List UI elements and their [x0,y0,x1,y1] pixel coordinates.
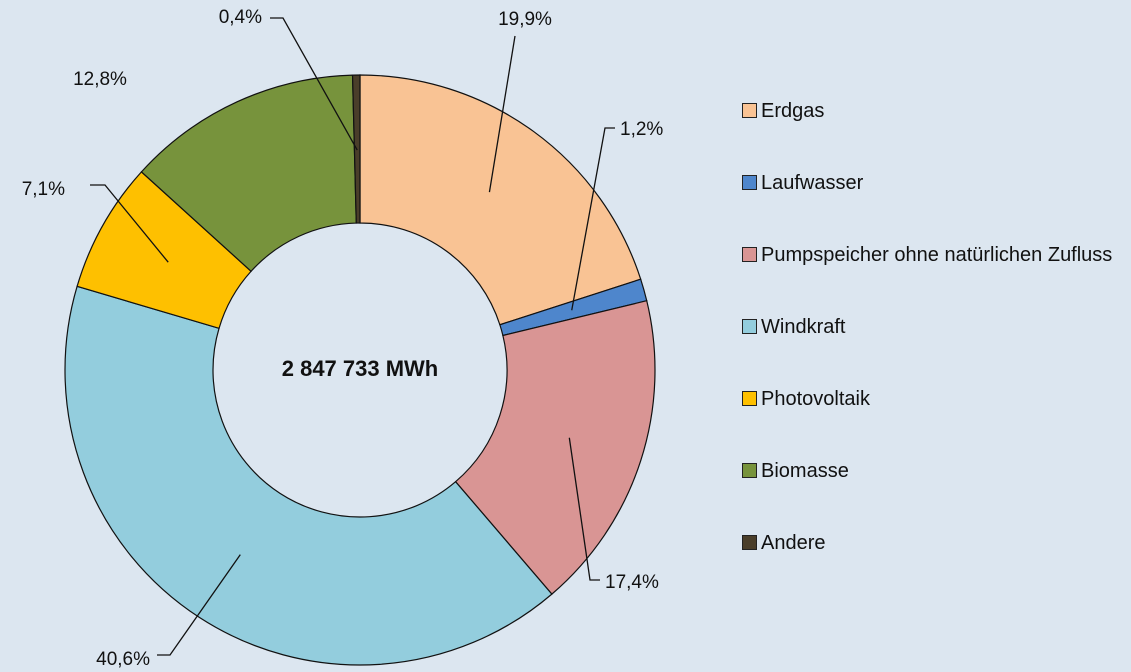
legend-label: Pumpspeicher ohne natürlichen Zufluss [761,244,1113,266]
center-label: 2 847 733 MWh [282,356,439,381]
legend-label: Erdgas [761,100,825,122]
chart: 19,9% 1,2% 17,4% 40,6% 7,1% 12,8% 0,4% 2 847 73… [22,7,664,670]
wedge [359,74,642,326]
leader-line [157,554,241,656]
legend-item: Andere [742,528,1127,600]
leader-line [568,437,600,581]
legend-item: Biomasse [742,456,1127,528]
value-label: 19,9% [498,9,552,30]
leader-line [571,127,615,311]
wedge [64,285,553,666]
value-label: 7,1% [22,179,65,200]
legend-item: Photovoltaik [742,384,1127,456]
legend-label: Biomasse [761,460,849,482]
legend-swatch [742,175,757,190]
value-label: 17,4% [605,572,659,593]
leader-line [270,17,358,151]
legend-swatch [742,103,757,118]
value-label: 12,8% [73,69,127,90]
legend-swatch [742,247,757,262]
legend-item: Windkraft [742,312,1127,384]
value-label: 0,4% [219,7,262,28]
value-label: 1,2% [620,119,663,140]
wedges [64,74,656,666]
legend-swatch [742,463,757,478]
legend-label: Photovoltaik [761,388,870,410]
leader-line [488,35,516,193]
legend-swatch [742,319,757,334]
legend-label: Windkraft [761,316,846,338]
legend-label: Andere [761,532,826,554]
legend: Erdgas Laufwasser Pumpspeicher ohne natürl… [742,96,1127,600]
wedge [454,300,656,595]
labels: 19,9% 1,2% 17,4% 40,6% 7,1% 12,8% 0,4% [22,7,664,670]
value-label: 40,6% [96,649,150,670]
legend-item: Erdgas [742,96,1127,168]
legend-label: Laufwasser [761,172,864,194]
legend-item: Pumpspeicher ohne natürlichen Zufluss [742,240,1127,312]
legend-swatch [742,535,757,550]
legend-swatch [742,391,757,406]
leader-line [90,184,169,263]
wedge [140,74,357,273]
legend-item: Laufwasser [742,168,1127,240]
